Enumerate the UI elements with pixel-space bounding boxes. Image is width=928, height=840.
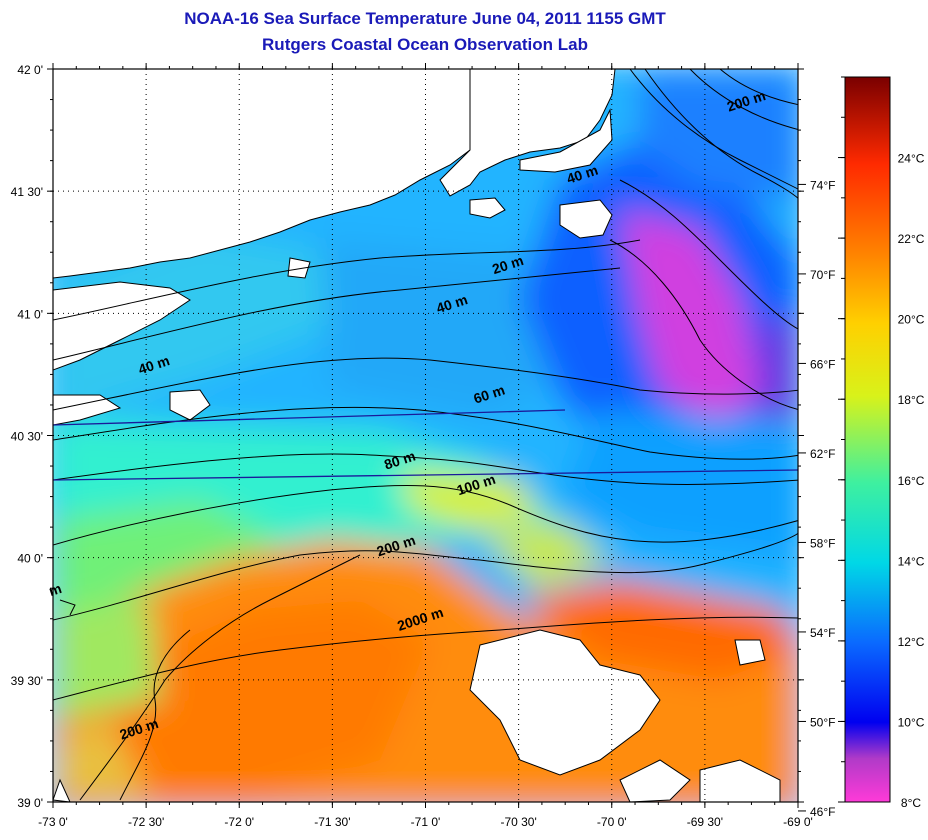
lat-tick-label: 41 30' [11, 185, 43, 199]
lon-tick-label: -73 0' [38, 815, 68, 829]
depth-contours [53, 69, 798, 801]
axis-ticks [47, 63, 804, 808]
celsius-label: 12°C [898, 635, 925, 649]
lon-tick-label: -72 30' [128, 815, 164, 829]
longitude-labels: -73 0' -72 30' -72 0' -71 30' -71 0' -70 30' -… [38, 815, 813, 829]
celsius-label: 24°C [898, 152, 925, 166]
lat-tick-label: 41 0' [17, 307, 43, 321]
lat-tick-label: 39 0' [17, 796, 43, 810]
celsius-label: 22°C [898, 232, 925, 246]
fahrenheit-label: 50°F [810, 715, 835, 729]
lon-tick-label: -69 30' [687, 815, 723, 829]
graticule [53, 69, 798, 802]
contour-label: m [47, 580, 64, 599]
lon-tick-label: -71 0' [411, 815, 441, 829]
land [53, 69, 781, 802]
lon-tick-label: -72 0' [224, 815, 254, 829]
celsius-label: 16°C [898, 474, 925, 488]
celsius-label: 18°C [898, 393, 925, 407]
fahrenheit-labels: 46°F 50°F 54°F 58°F 62°F 66°F 70°F 74°F [798, 178, 835, 819]
map-subtitle: Rutgers Coastal Ocean Observation Lab [262, 35, 588, 54]
latitude-labels: 39 0' 39 30' 40 0' 40 30' 41 0' 41 30' 42 0' [11, 63, 43, 810]
celsius-label: 20°C [898, 313, 925, 327]
fahrenheit-label: 58°F [810, 536, 835, 550]
lat-tick-label: 42 0' [17, 63, 43, 77]
celsius-label: 14°C [898, 554, 925, 568]
lon-tick-label: -70 30' [500, 815, 536, 829]
lat-tick-label: 40 30' [11, 430, 43, 444]
lat-tick-label: 39 30' [11, 674, 43, 688]
fahrenheit-label: 46°F [810, 805, 835, 819]
colorbar [844, 76, 891, 803]
lat-tick-label: 40 0' [17, 552, 43, 566]
lon-tick-label: -70 0' [597, 815, 627, 829]
fahrenheit-label: 54°F [810, 626, 835, 640]
lon-tick-label: -71 30' [314, 815, 350, 829]
celsius-label: 10°C [898, 715, 925, 729]
celsius-labels: 8°C 10°C 12°C 14°C 16°C 18°C 20°C 22°C 24°C [838, 76, 925, 810]
fahrenheit-label: 66°F [810, 357, 835, 371]
fahrenheit-label: 70°F [810, 268, 835, 282]
fahrenheit-label: 74°F [810, 178, 835, 192]
fahrenheit-label: 62°F [810, 447, 835, 461]
celsius-label: 8°C [901, 796, 921, 810]
map-title: NOAA-16 Sea Surface Temperature June 04,… [184, 9, 666, 28]
lon-tick-label: -69 0' [783, 815, 813, 829]
